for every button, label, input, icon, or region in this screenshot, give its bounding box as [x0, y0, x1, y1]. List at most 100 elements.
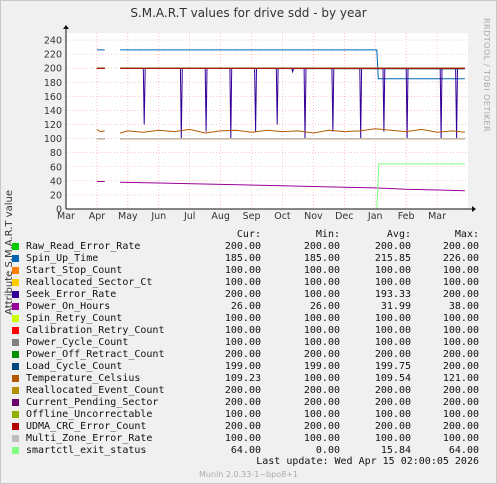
- legend-header-avg: Avg:: [386, 229, 411, 240]
- legend-avg: 100.00: [374, 277, 411, 288]
- legend-row: Reallocated_Event_Count 200.00 200.00 200.0…: [0, 385, 497, 397]
- y-tick-label: 120: [44, 120, 62, 131]
- legend-swatch: [12, 387, 19, 394]
- legend-series-name: Calibration_Retry_Count: [26, 325, 165, 336]
- legend-min: 100.00: [303, 337, 340, 348]
- legend-min: 200.00: [303, 241, 340, 252]
- y-axis-arrow: [63, 25, 69, 29]
- legend-header-cur: Cur:: [236, 229, 261, 240]
- legend-row: UDMA_CRC_Error_Count 200.00 200.00 200.00 20…: [0, 421, 497, 433]
- legend-row: Power_Cycle_Count 100.00 100.00 100.00 100.0…: [0, 337, 497, 349]
- legend-series-name: Spin_Up_Time: [26, 253, 99, 264]
- legend-min: 100.00: [303, 373, 340, 384]
- legend-avg: 100.00: [374, 409, 411, 420]
- legend-cur: 199.00: [224, 361, 261, 372]
- legend-avg: 199.75: [374, 361, 411, 372]
- legend-min: 100.00: [303, 325, 340, 336]
- legend-avg: 193.33: [374, 289, 411, 300]
- legend-swatch: [12, 327, 19, 334]
- legend-swatch: [12, 423, 19, 430]
- legend-series-name: Spin_Retry_Count: [26, 313, 123, 324]
- legend-max: 64.00: [448, 445, 479, 456]
- legend-min: 200.00: [303, 349, 340, 360]
- legend-header-min: Min:: [315, 229, 340, 240]
- chart-title: S.M.A.R.T values for drive sdd - by year: [130, 6, 367, 20]
- x-tick-label: Jul: [183, 211, 195, 222]
- legend-swatch: [12, 399, 19, 406]
- legend-min: 100.00: [303, 409, 340, 420]
- y-tick-label: 200: [44, 64, 62, 75]
- y-tick-label: 100: [44, 134, 62, 145]
- legend-cur: 200.00: [224, 397, 261, 408]
- y-tick-label: 80: [50, 148, 62, 159]
- y-tick-label: 40: [50, 176, 62, 187]
- legend-max: 200.00: [442, 289, 479, 300]
- legend-series-name: Start_Stop_Count: [26, 265, 123, 276]
- x-tick-label: Sep: [243, 211, 261, 222]
- legend-cur: 109.23: [224, 373, 261, 384]
- legend-cur: 100.00: [224, 313, 261, 324]
- legend-max: 200.00: [442, 349, 479, 360]
- legend-min: 100.00: [303, 265, 340, 276]
- legend-series-name: Raw_Read_Error_Rate: [26, 241, 141, 252]
- legend-cur: 200.00: [224, 289, 261, 300]
- legend-avg: 200.00: [374, 349, 411, 360]
- legend-swatch: [12, 267, 19, 274]
- legend-row: Calibration_Retry_Count 100.00 100.00 100.0…: [0, 325, 497, 337]
- legend-max: 121.00: [442, 373, 479, 384]
- legend-series-name: UDMA_CRC_Error_Count: [26, 421, 147, 432]
- legend-swatch: [12, 435, 19, 442]
- legend-cur: 26.00: [230, 301, 261, 312]
- y-tick-label: 0: [56, 205, 62, 216]
- legend-row: Power_On_Hours 26.00 26.00 31.99 38.00: [0, 301, 497, 313]
- legend-min: 100.00: [303, 313, 340, 324]
- legend-series-name: Temperature_Celsius: [26, 373, 141, 384]
- legend-avg: 109.54: [374, 373, 411, 384]
- legend-header: Cur: Min: Avg: Max:: [0, 229, 497, 241]
- legend-max: 38.00: [448, 301, 479, 312]
- legend-max: 200.00: [442, 385, 479, 396]
- plot-area: [66, 33, 468, 209]
- legend-max: 100.00: [442, 265, 479, 276]
- legend-cur: 200.00: [224, 421, 261, 432]
- legend-avg: 100.00: [374, 265, 411, 276]
- legend-series-name: Load_Cycle_Count: [26, 361, 123, 372]
- legend-max: 100.00: [442, 409, 479, 420]
- legend-swatch: [12, 303, 19, 310]
- legend-max: 100.00: [442, 325, 479, 336]
- legend-row: Seek_Error_Rate 200.00 100.00 193.33 200.00: [0, 289, 497, 301]
- legend-series-name: Reallocated_Sector_Ct: [26, 277, 153, 288]
- legend-avg: 15.84: [380, 445, 411, 456]
- y-tick-label: 240: [44, 36, 62, 47]
- legend-avg: 200.00: [374, 241, 411, 252]
- x-tick-label: Nov: [304, 211, 323, 222]
- legend-avg: 100.00: [374, 325, 411, 336]
- legend-row: smartctl_exit_status 64.00 0.00 15.84 64.00: [0, 445, 497, 457]
- legend-series-name: Multi_Zone_Error_Rate: [26, 433, 153, 444]
- x-tick-label: Dec: [335, 211, 353, 222]
- y-tick-label: 160: [44, 92, 62, 103]
- legend-cur: 185.00: [224, 253, 261, 264]
- legend-max: 100.00: [442, 433, 479, 444]
- legend-swatch: [12, 243, 19, 250]
- legend-cur: 100.00: [224, 337, 261, 348]
- legend-cur: 200.00: [224, 385, 261, 396]
- legend-row: Load_Cycle_Count 199.00 199.00 199.75 200.00: [0, 361, 497, 373]
- x-axis-arrow: [472, 206, 476, 212]
- series-line-spin-up-time: [96, 49, 465, 80]
- legend-min: 185.00: [303, 253, 340, 264]
- legend-row: Temperature_Celsius 109.23 100.00 109.54 121…: [0, 373, 497, 385]
- legend-swatch: [12, 351, 19, 358]
- legend-row: Start_Stop_Count 100.00 100.00 100.00 100.00: [0, 265, 497, 277]
- y-tick-label: 60: [50, 162, 62, 173]
- x-tick-label: Feb: [398, 211, 415, 222]
- legend-max: 226.00: [442, 253, 479, 264]
- legend-series-name: Power_Cycle_Count: [26, 337, 129, 348]
- legend-max: 100.00: [442, 277, 479, 288]
- legend-min: 100.00: [303, 277, 340, 288]
- legend-series-name: Current_Pending_Sector: [26, 397, 159, 408]
- munin-version: Munin 2.0.33-1~bpo8+1: [199, 470, 298, 479]
- x-tick-label: Mar: [428, 211, 446, 222]
- legend-max: 200.00: [442, 241, 479, 252]
- legend-swatch: [12, 279, 19, 286]
